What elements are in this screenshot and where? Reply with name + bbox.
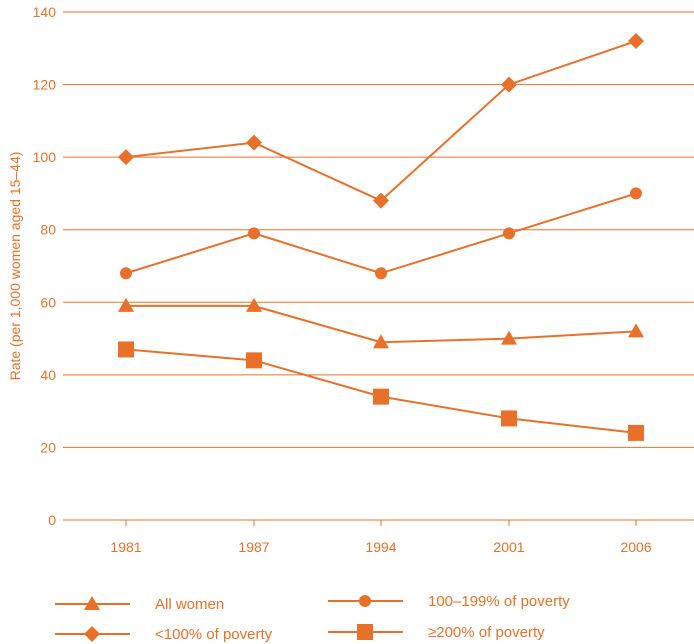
legend-label: All women	[155, 596, 224, 613]
data-point-circle	[503, 227, 515, 240]
x-tick-label: 2001	[493, 539, 524, 555]
series-diamond	[118, 33, 644, 209]
legend-item-circle: 100–199% of poverty	[328, 593, 570, 610]
legend-marker-circle	[359, 595, 371, 607]
series-square	[118, 341, 644, 441]
data-point-circle	[120, 267, 132, 280]
data-point-square	[501, 410, 517, 427]
data-point-triangle	[501, 330, 517, 345]
x-tick-label: 1994	[365, 539, 396, 555]
y-tick-label: 0	[48, 512, 56, 528]
y-tick-label: 80	[40, 222, 56, 238]
data-point-diamond	[628, 33, 644, 50]
legend-label: 100–199% of poverty	[428, 593, 570, 610]
series-line	[125, 40, 637, 202]
y-tick-label: 120	[33, 77, 57, 93]
legend-item-diamond: <100% of poverty	[55, 626, 273, 643]
legend-label: <100% of poverty	[155, 626, 273, 643]
data-point-diamond	[501, 76, 517, 93]
x-tick-labels: 1981 1987 1994 2001 2006	[110, 520, 652, 555]
legend: <100% of poverty 100–199% of poverty All w…	[55, 593, 570, 643]
data-point-circle	[375, 267, 387, 280]
legend-marker-diamond	[84, 626, 100, 642]
y-tick-label: 20	[40, 439, 56, 455]
series-triangle	[118, 297, 644, 349]
x-tick-label: 1981	[110, 539, 141, 555]
gridlines	[63, 11, 694, 521]
data-point-square	[118, 341, 134, 358]
y-tick-label: 40	[40, 367, 56, 383]
data-point-diamond	[118, 149, 134, 166]
y-tick-label: 60	[40, 294, 56, 310]
data-point-triangle	[373, 334, 389, 349]
legend-item-square: ≥200% of poverty	[328, 624, 545, 641]
x-tick-label: 2006	[620, 539, 651, 555]
data-point-square	[373, 388, 389, 405]
data-point-triangle	[628, 323, 644, 338]
legend-label: ≥200% of poverty	[428, 624, 545, 641]
data-point-circle	[248, 227, 260, 240]
data-point-square	[246, 352, 262, 369]
data-point-square	[628, 424, 644, 441]
data-point-circle	[630, 187, 642, 200]
x-tick-label: 1987	[238, 539, 269, 555]
legend-marker-square	[357, 624, 373, 640]
legend-item-triangle: All women	[55, 596, 224, 613]
data-point-triangle	[118, 297, 134, 312]
series-circle	[120, 187, 642, 280]
y-axis-label: Rate (per 1,000 women aged 15–44)	[7, 152, 23, 381]
y-tick-label: 100	[33, 149, 57, 165]
series-lines	[118, 33, 644, 441]
data-point-triangle	[246, 297, 262, 312]
data-point-diamond	[246, 134, 262, 151]
legend-marker-triangle	[84, 596, 100, 610]
y-tick-labels: 0 20 40 60 80 100 120 140	[33, 4, 57, 528]
data-point-diamond	[373, 192, 389, 209]
y-tick-label: 140	[33, 4, 57, 20]
